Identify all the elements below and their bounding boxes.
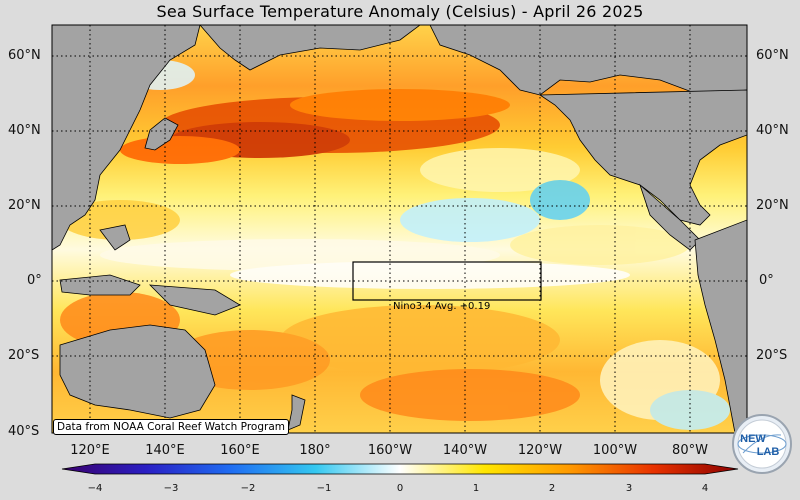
land-new-zealand (287, 394, 306, 431)
logo-text-top: NEW (740, 433, 766, 445)
land-borneo (59, 274, 141, 296)
lon-label: 120°E (70, 443, 110, 458)
lat-label-right: 0° (759, 273, 774, 288)
lat-label-left: 20°N (8, 198, 41, 213)
lat-label-left: 40°S (8, 424, 40, 439)
lab-logo: NEW LAB (732, 414, 792, 474)
land-south-america (694, 219, 747, 433)
lat-label-left: 20°S (8, 348, 40, 363)
lon-label: 120°W (517, 443, 563, 458)
lat-label-left: 60°N (8, 48, 41, 63)
logo-text-bottom: LAB (757, 446, 780, 458)
lat-label-right: 20°S (756, 348, 788, 363)
land-siberia (199, 25, 421, 71)
lon-label: 140°W (442, 443, 488, 458)
land-australia (59, 324, 216, 419)
colorbar-bar (61, 463, 739, 475)
map-frame (51, 24, 748, 434)
credit-box: Data from NOAA Coral Reef Watch Program (53, 419, 289, 435)
colorbar (61, 463, 739, 475)
lon-label: 180° (299, 443, 331, 458)
colorbar-tick: 2 (548, 483, 556, 494)
lon-label: 100°W (592, 443, 638, 458)
colorbar-tick: 3 (625, 483, 633, 494)
colorbar-tick: −2 (240, 483, 256, 494)
colorbar-tick: −1 (316, 483, 332, 494)
land-asia (52, 25, 201, 251)
lat-label-left: 0° (27, 273, 42, 288)
lat-label-right: 60°N (756, 48, 789, 63)
lon-label: 140°E (145, 443, 185, 458)
colorbar-tick: 0 (396, 483, 404, 494)
lat-label-right: 40°N (756, 123, 789, 138)
land-philippines (99, 224, 131, 251)
lon-label: 80°W (672, 443, 708, 458)
map-title: Sea Surface Temperature Anomaly (Celsius… (156, 2, 644, 21)
land-japan (144, 117, 179, 151)
graticule (52, 25, 747, 433)
land-north-america (538, 89, 747, 226)
colorbar-tick: 4 (701, 483, 709, 494)
map-area (52, 25, 747, 433)
colorbar-tick: 1 (472, 483, 480, 494)
nino34-box (352, 261, 542, 301)
lat-label-left: 40°N (8, 123, 41, 138)
colorbar-tick: −4 (87, 483, 103, 494)
lon-label: 160°E (220, 443, 260, 458)
land-new-guinea (148, 284, 241, 316)
land-masses (52, 25, 747, 433)
colorbar-tick: −3 (163, 483, 179, 494)
nino34-label: Nino3.4 Avg. +0.19 (393, 301, 491, 312)
lon-label: 160°W (367, 443, 413, 458)
lat-label-right: 20°N (756, 198, 789, 213)
